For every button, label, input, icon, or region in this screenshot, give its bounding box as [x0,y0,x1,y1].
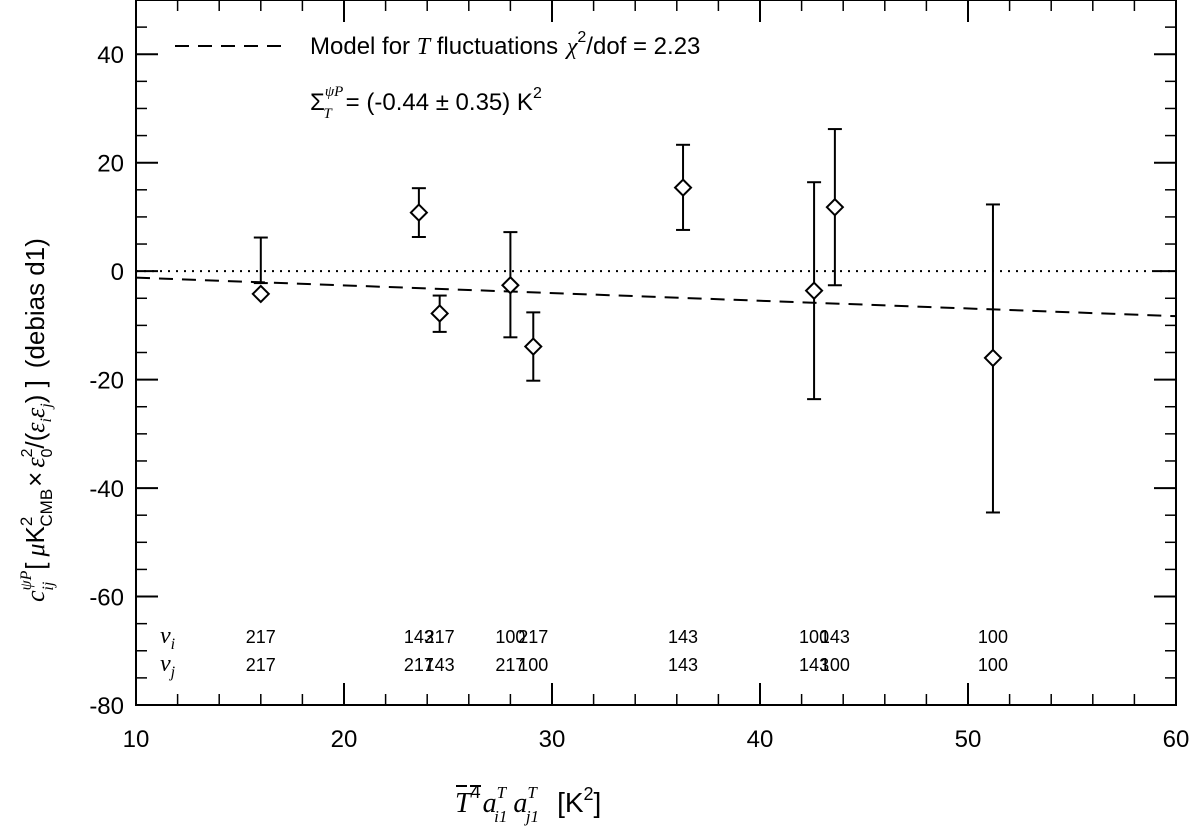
nu-j-value: 217 [246,655,276,675]
y-tick-label: 0 [111,259,124,286]
y-tick-label: 20 [97,151,124,178]
nu-i-value: 100 [978,627,1008,647]
data-point [983,203,1003,514]
nu-i-value: 143 [668,627,698,647]
x-tick-label: 20 [331,726,358,753]
axis-ticks [135,0,1177,706]
x-tick-label: 10 [123,726,150,753]
nu-i-value: 100 [495,627,525,647]
y-tick-label: -20 [89,368,124,395]
data-point [409,187,429,238]
data-point [251,236,271,304]
y-tick-label: -40 [89,476,124,503]
nu-i-value: 217 [425,627,455,647]
y-tick-label: -80 [89,693,124,720]
nu-j-value: 217 [495,655,525,675]
model-dashed-line [135,276,1177,318]
legend-model-label: Model for T fluctuations χ2/dof = 2.23 [310,29,700,60]
nu-j-value: 143 [425,655,455,675]
nu-i-value: 217 [246,627,276,647]
diamond-marker [409,203,429,222]
y-tick-labels: -80 -60 -40 -20 0 20 40 [89,42,124,720]
legend: Model for T fluctuations χ2/dof = 2.23 Σ… [175,29,700,122]
x-tick-label: 60 [1163,726,1190,753]
nu-i-value: 143 [404,627,434,647]
data-point [523,311,543,382]
diamond-marker [500,275,520,295]
diamond-marker [523,337,543,356]
data-point [500,231,520,339]
y-axis-label: cψP ij[μK2CMB×ε2 0/(εiεj) ](debias d1) [17,238,57,602]
nu-i-value: 100 [799,627,829,647]
nu-i-value: 143 [820,627,850,647]
nu-i-value: 217 [518,627,548,647]
nu-j-value: 100 [518,655,548,675]
y-tick-label: 40 [97,42,124,69]
x-tick-label: 30 [539,726,566,753]
diamond-marker [430,304,450,323]
nu-j-value: 217 [404,655,434,675]
nu-j-value: 143 [799,655,829,675]
nu-j-value: 143 [668,655,698,675]
x-tick-labels: 10 20 30 40 50 60 [123,726,1190,753]
diamond-marker [825,197,845,217]
nu-j-value: 100 [820,655,850,675]
data-point [673,143,693,231]
legend-sigma-label: ΣψP T = (-0.44 ± 0.35) K2 [310,84,542,122]
nu-j-value: 100 [978,655,1008,675]
freq-row-headers: νi νj [160,623,176,681]
plot-frame [135,0,1177,706]
data-point [804,181,824,401]
x-tick-label: 40 [747,726,774,753]
diamond-marker [673,178,693,198]
x-axis-label: T4aT i1 aT j1 [K2] [455,782,601,826]
diamond-marker [804,281,824,301]
nu-j-label: νj [160,651,176,681]
frequency-labels: 2172171432172171431002172171001431431001… [246,627,1008,675]
diamond-marker [983,348,1003,368]
y-tick-label: -60 [89,585,124,612]
nu-i-label: νi [160,623,175,653]
data-points [251,128,1003,514]
data-point [430,294,450,333]
data-point [825,128,845,287]
diamond-marker [251,284,271,304]
x-tick-label: 50 [955,726,982,753]
